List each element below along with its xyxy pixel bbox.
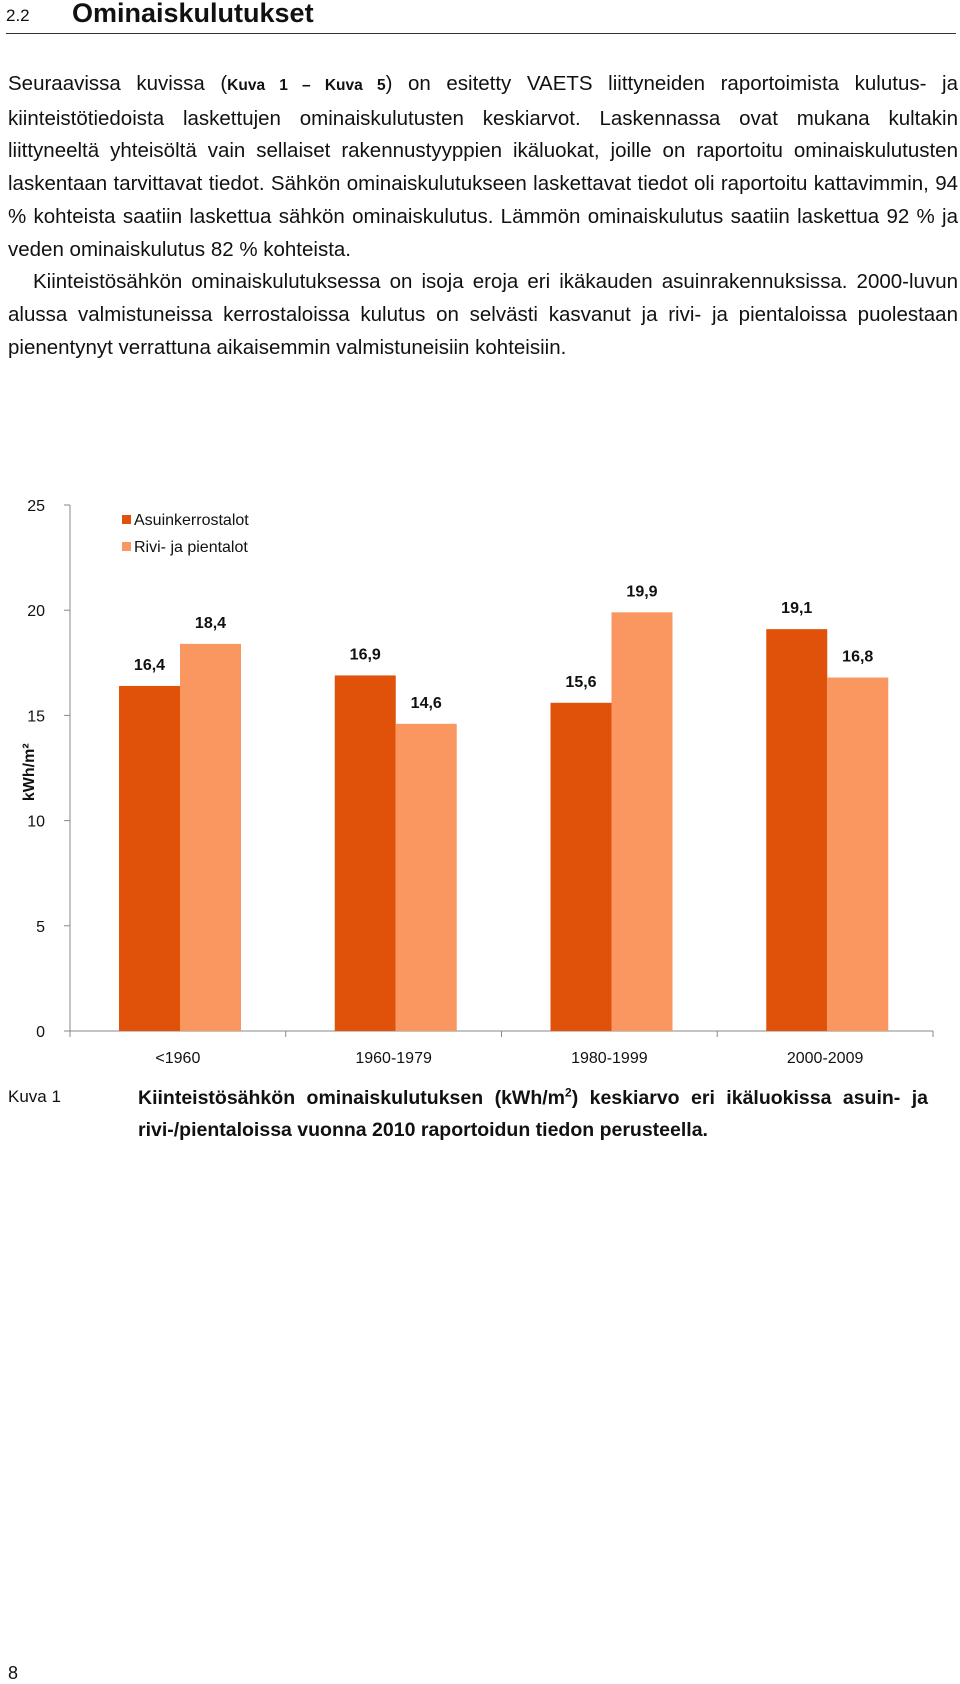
legend-entry: Asuinkerrostalot bbox=[134, 512, 249, 529]
caption-superscript: 2 bbox=[565, 1085, 572, 1100]
bar bbox=[119, 685, 180, 1031]
paragraph-2: Kiinteistösähkön ominaiskulutuksessa on … bbox=[8, 270, 958, 359]
caption-text-end: ) keskiarvo eri ikäluokissa asuin- ja ri… bbox=[138, 1087, 928, 1141]
bar-data-label: 19,9 bbox=[626, 583, 657, 600]
y-tick-label: 0 bbox=[36, 1024, 45, 1041]
bar-chart: 0 5 10 15 20 25 kWh/m² <1960 1960-1979 1980-1999 2… bbox=[21, 498, 934, 1067]
bar-data-label: 16,9 bbox=[350, 646, 381, 663]
paragraph-1-start: Seuraavissa kuvissa ( bbox=[8, 72, 228, 95]
bar-data-label: 14,6 bbox=[411, 695, 442, 712]
caption-text-start: Kiinteistösähkön ominaiskulutuksen (kWh/… bbox=[138, 1087, 565, 1109]
legend-entry: Rivi- ja pientalot bbox=[134, 539, 248, 556]
bar bbox=[334, 675, 396, 1031]
x-category-label: 2000-2009 bbox=[787, 1050, 864, 1067]
page-number: 8 bbox=[8, 1663, 19, 1683]
y-axis-title: kWh/m² bbox=[21, 743, 38, 801]
y-tick-label: 5 bbox=[36, 919, 45, 936]
bar-data-label: 18,4 bbox=[195, 615, 226, 632]
y-tick-label: 25 bbox=[27, 498, 45, 515]
section-number: 2.2 bbox=[6, 6, 30, 25]
legend-swatch bbox=[122, 542, 131, 551]
chart-legend: Asuinkerrostalot Rivi- ja pientalot bbox=[122, 512, 249, 556]
bar bbox=[827, 677, 889, 1031]
chart-axes: 0 5 10 15 20 25 kWh/m² <1960 1960-1979 1980-1999 2… bbox=[21, 498, 934, 1067]
bar bbox=[766, 629, 828, 1031]
caption-text: Kiinteistösähkön ominaiskulutuksen (kWh/… bbox=[138, 1083, 928, 1146]
body-text: Seuraavissa kuvissa (Kuva 1 – Kuva 5) on… bbox=[8, 68, 958, 364]
figure-reference: Kuva 1 – Kuva 5 bbox=[227, 77, 386, 94]
y-tick-label: 10 bbox=[27, 814, 45, 831]
chart-bars bbox=[119, 612, 889, 1031]
caption-label: Kuva 1 bbox=[8, 1087, 61, 1106]
section-heading: 2.2 Ominaiskulutukset bbox=[6, 0, 956, 34]
bar-data-label: 16,8 bbox=[842, 649, 873, 666]
bar-data-label: 16,4 bbox=[134, 657, 165, 674]
section-title: Ominaiskulutukset bbox=[72, 0, 314, 28]
x-category-label: 1980-1999 bbox=[571, 1050, 648, 1067]
chart-data-labels: 16,4 16,9 15,6 19,1 18,4 14,6 19,9 16,8 bbox=[134, 583, 873, 712]
paragraph-1-rest: ) on esitetty VAETS liittyneiden raporto… bbox=[8, 72, 958, 261]
bar-data-label: 19,1 bbox=[781, 600, 812, 617]
bar bbox=[611, 612, 673, 1031]
legend-swatch bbox=[122, 515, 131, 524]
bar bbox=[180, 643, 241, 1031]
paragraph-1: Seuraavissa kuvissa (Kuva 1 – Kuva 5) on… bbox=[8, 68, 958, 266]
y-tick-label: 20 bbox=[27, 603, 45, 620]
bar bbox=[550, 702, 612, 1031]
bar bbox=[395, 723, 457, 1031]
x-category-label: 1960-1979 bbox=[355, 1050, 432, 1067]
bar-data-label: 15,6 bbox=[565, 674, 596, 691]
y-tick-label: 15 bbox=[27, 708, 45, 725]
x-category-label: <1960 bbox=[155, 1050, 200, 1067]
